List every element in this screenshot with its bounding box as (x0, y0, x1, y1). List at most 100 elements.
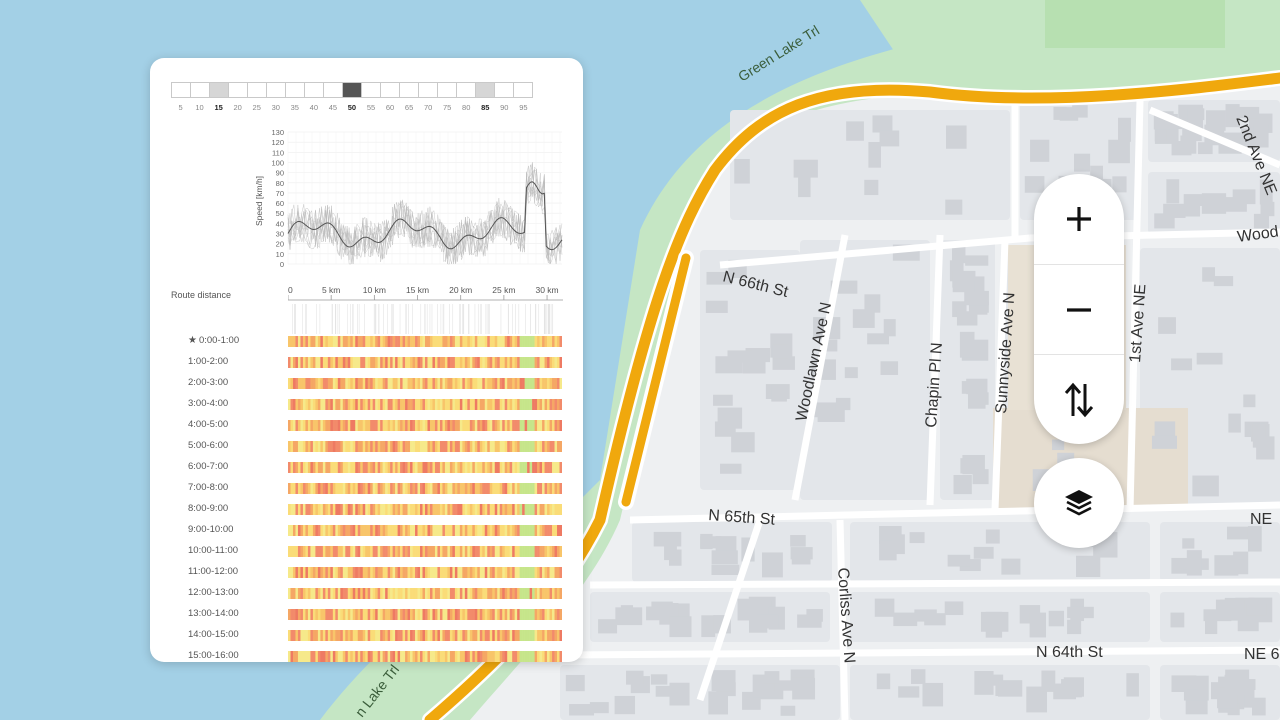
heatmap-row-time: 9:00-10:00 (188, 524, 234, 535)
heatmap-strip (288, 462, 562, 473)
heatmap-row-time: 3:00-4:00 (188, 398, 229, 409)
percentile-label: 20 (233, 103, 242, 112)
percentile-label: 75 (443, 103, 452, 112)
speed-ytick-label: 40 (276, 219, 284, 228)
percentile-label: 80 (462, 103, 471, 112)
percentile-label: 90 (500, 103, 509, 112)
heatmap-row-label: 9:00-10:00 (188, 524, 233, 535)
heatmap-row: 14:00-15:00 (188, 627, 568, 648)
heatmap-row: 15:00-16:00 (188, 648, 568, 662)
percentile-box-50[interactable] (343, 83, 362, 97)
percentile-box-75[interactable] (438, 83, 457, 97)
speed-ytick-label: 100 (271, 158, 284, 167)
heatmap-row-label: 14:00-15:00 (188, 629, 239, 640)
heatmap-row-time: 1:00-2:00 (188, 356, 229, 367)
zoom-in-button[interactable] (1034, 174, 1124, 264)
heatmap-strip (288, 546, 562, 557)
minus-icon (1067, 308, 1091, 312)
heatmap-row: 13:00-14:00 (188, 606, 568, 627)
street-label-n65: N 65th St (708, 507, 776, 529)
speed-ytick-label: 110 (272, 148, 284, 157)
heatmap-row: 8:00-9:00 (188, 501, 568, 522)
swap-vertical-icon (1064, 382, 1094, 418)
percentile-label: 40 (309, 103, 319, 112)
percentile-box-65[interactable] (400, 83, 419, 97)
heatmap-row-time: 14:00-15:00 (188, 629, 239, 640)
speed-ytick-label: 30 (276, 230, 284, 239)
distance-overview-strip (292, 304, 554, 334)
percentile-box-80[interactable] (457, 83, 476, 97)
heatmap-row-label: 10:00-11:00 (188, 545, 238, 556)
speed-ytick-label: 10 (276, 250, 284, 259)
percentile-label: 25 (252, 103, 261, 112)
heatmap-row: ★ 0:00-1:00 (188, 333, 568, 354)
distance-tick-label: 30 km (535, 285, 558, 295)
heatmap-row: 2:00-3:00 (188, 375, 568, 396)
heatmap-strip (288, 567, 562, 578)
percentile-box-35[interactable] (286, 83, 305, 97)
percentile-box-60[interactable] (381, 83, 400, 97)
heatmap-row: 9:00-10:00 (188, 522, 568, 543)
speed-ytick-label: 20 (276, 240, 284, 249)
heatmap-row-label: 7:00-8:00 (188, 482, 228, 493)
zoom-out-button[interactable] (1034, 264, 1124, 355)
percentile-box-10[interactable] (191, 83, 210, 97)
heatmap-strip (288, 399, 562, 410)
percentile-label: 5 (178, 103, 183, 112)
heatmap-row-label: 3:00-4:00 (188, 398, 228, 409)
percentile-label: 60 (385, 103, 395, 112)
percentile-box-90[interactable] (495, 83, 514, 97)
route-distance-axis: 0 5 km 10 km 15 km 20 km 25 km 30 km (288, 285, 563, 301)
heatmap-row-time: 13:00-14:00 (188, 608, 239, 619)
percentile-box-70[interactable] (419, 83, 438, 97)
heatmap-row: 4:00-5:00 (188, 417, 568, 438)
percentile-box-5[interactable] (172, 83, 191, 97)
speed-chart: Speed [km/h] 130120110100908070605040302… (254, 128, 563, 269)
percentile-box-95[interactable] (514, 83, 532, 97)
speed-ytick-label: 60 (276, 199, 284, 208)
heatmap-strip (288, 336, 562, 347)
percentile-box-20[interactable] (229, 83, 248, 97)
heatmap-row: 10:00-11:00 (188, 543, 568, 564)
percentile-box-40[interactable] (305, 83, 324, 97)
map-controls (1034, 174, 1124, 444)
distance-tick-label: 5 km (322, 285, 340, 295)
street-label-1st: 1st Ave NE (1127, 283, 1149, 363)
percentile-label: 35 (290, 103, 299, 112)
heatmap-row: 7:00-8:00 (188, 480, 568, 501)
heatmap-row: 6:00-7:00 (188, 459, 568, 480)
percentile-label: 10 (195, 103, 204, 112)
heatmap-row-label: 2:00-3:00 (188, 377, 228, 388)
percentile-box-30[interactable] (267, 83, 286, 97)
heatmap-strip (288, 651, 562, 662)
layers-button[interactable] (1034, 458, 1124, 548)
percentile-box-45[interactable] (324, 83, 343, 97)
percentile-label: 30 (271, 103, 280, 112)
heatmap-row: 12:00-13:00 (188, 585, 568, 606)
heatmap-strip (288, 357, 562, 368)
heatmap-row-label: 8:00-9:00 (188, 503, 228, 514)
percentile-selector[interactable] (171, 82, 533, 98)
heatmap-row-label: 11:00-12:00 (188, 566, 238, 577)
heatmap-row-time: 8:00-9:00 (188, 503, 229, 514)
plus-icon (1067, 207, 1091, 231)
layers-icon (1065, 490, 1093, 516)
heatmap-strip (288, 483, 562, 494)
heatmap-row-time: 2:00-3:00 (188, 377, 229, 388)
heatmap-row-label: 1:00-2:00 (188, 356, 228, 367)
heatmap-row-label: 5:00-6:00 (188, 440, 228, 451)
distance-tick-label: 15 km (406, 285, 429, 295)
street-label-ne6: NE 6 (1244, 646, 1280, 663)
speed-ytick-label: 0 (280, 260, 284, 269)
distance-tick-label: 25 km (492, 285, 515, 295)
percentile-labels: 5 10 15 20 25 30 35 40 45 50 55 60 65 70 75 80 85 90 95 (171, 103, 533, 113)
percentile-label: 50 (347, 103, 357, 112)
swap-direction-button[interactable] (1034, 354, 1124, 444)
percentile-label: 70 (423, 103, 433, 112)
percentile-box-55[interactable] (362, 83, 381, 97)
percentile-box-85[interactable] (476, 83, 495, 97)
heatmap-row-label: 4:00-5:00 (188, 419, 228, 430)
distance-tick-label: 0 (288, 285, 293, 295)
percentile-box-15[interactable] (210, 83, 229, 97)
percentile-box-25[interactable] (248, 83, 267, 97)
